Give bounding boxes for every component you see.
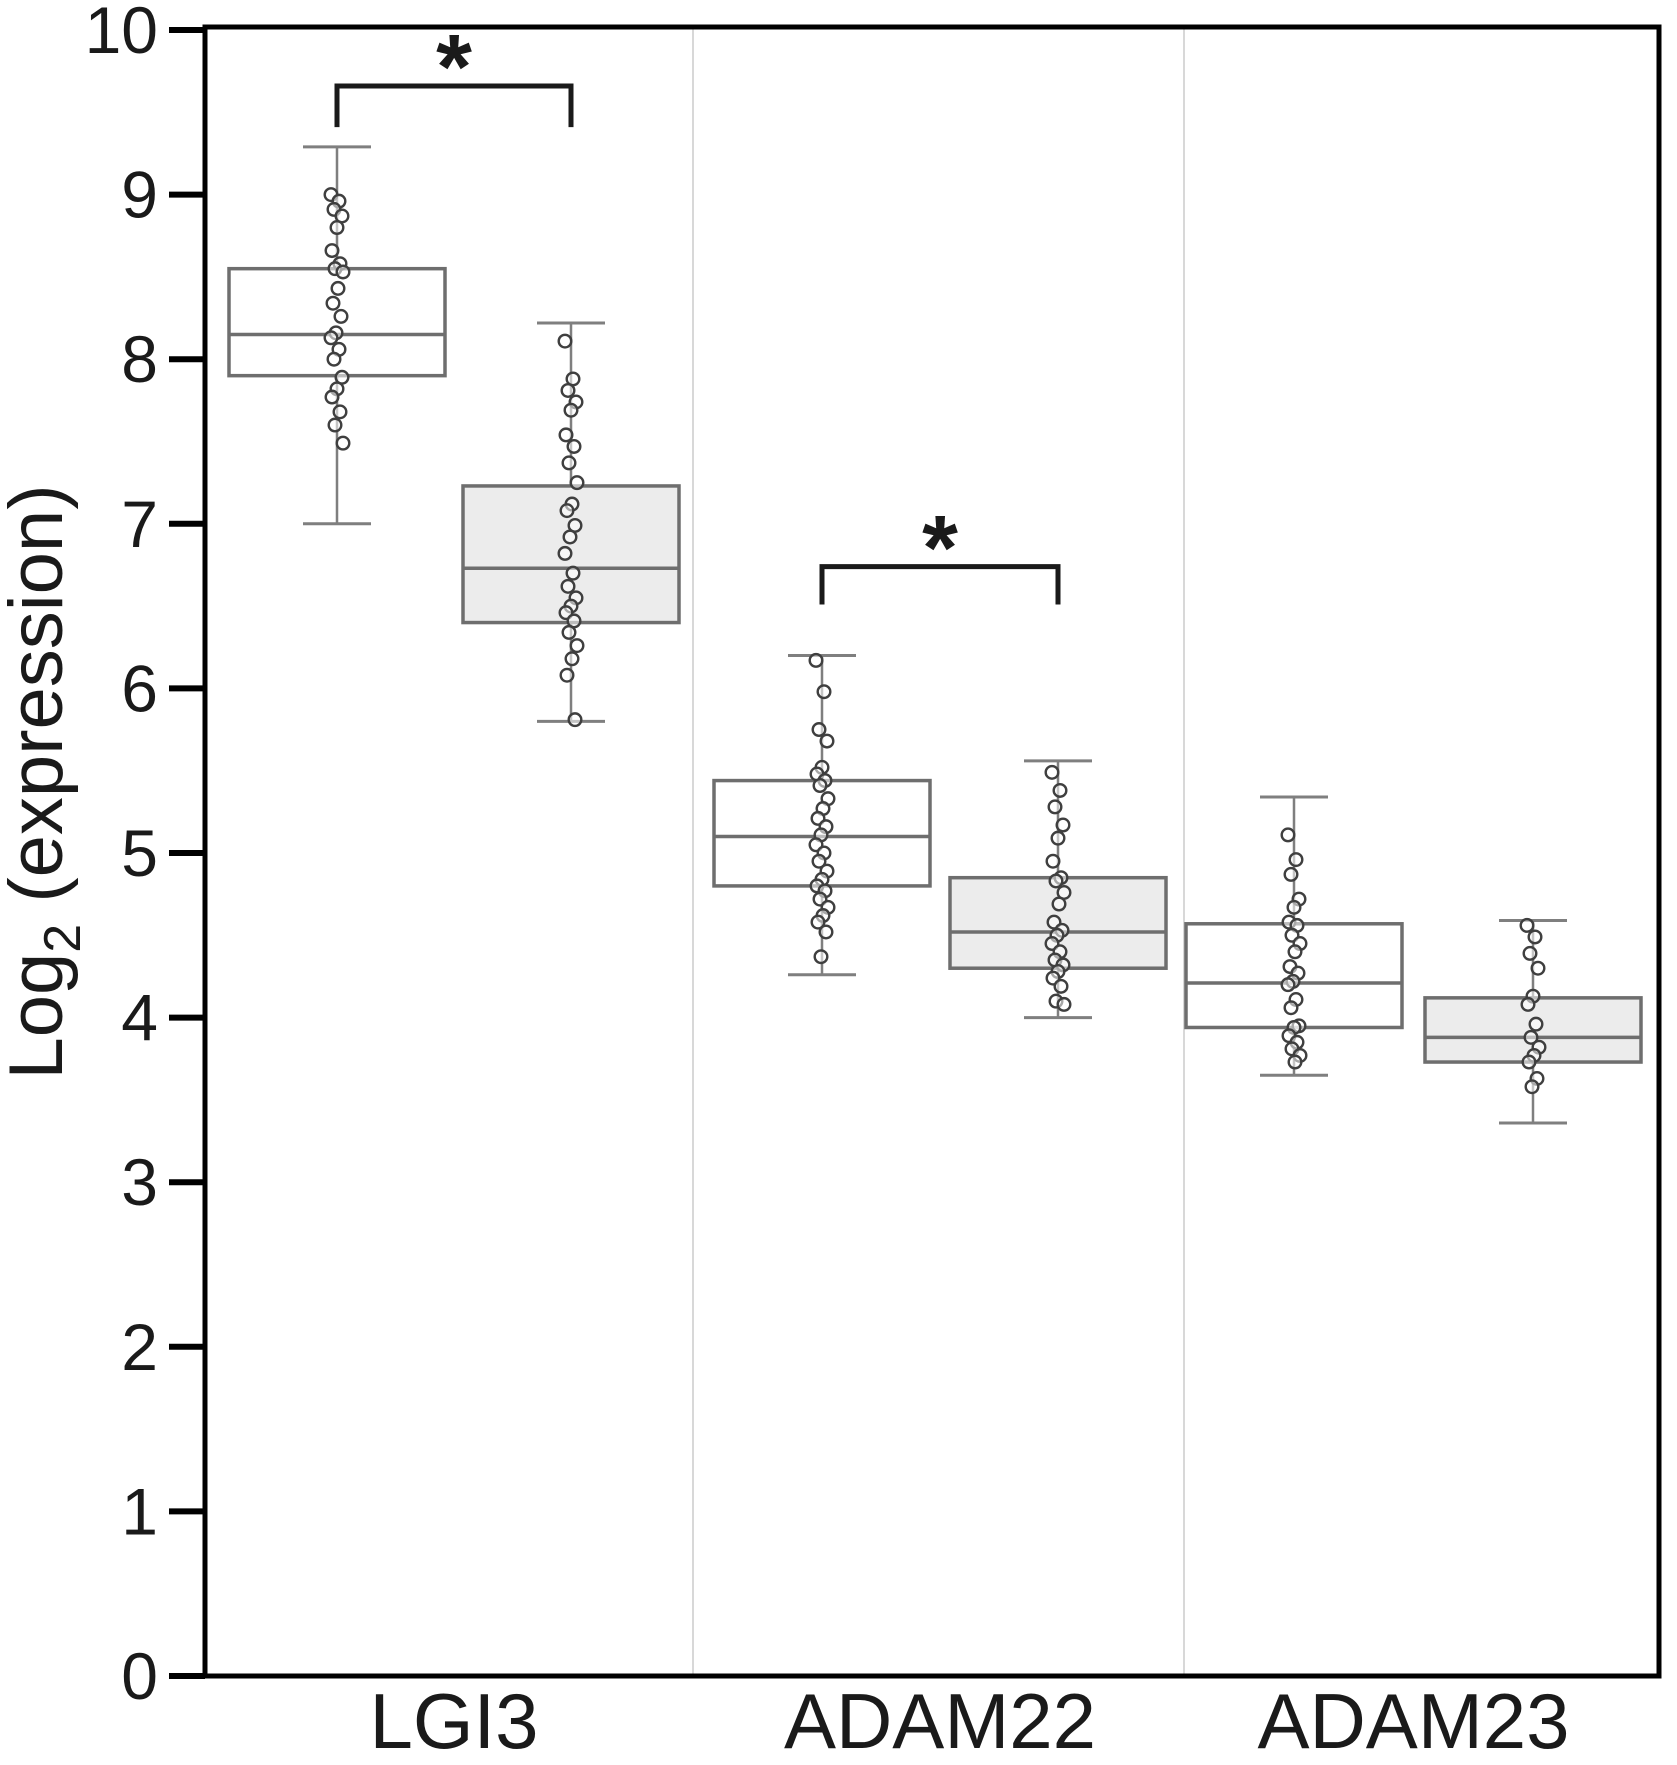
data-point-ADAM23-grey	[1530, 960, 1546, 976]
data-point-ADAM23-grey	[1519, 917, 1535, 933]
data-point-LGI3-white	[324, 243, 340, 259]
data-point-LGI3-white	[332, 404, 348, 420]
data-point-ADAM23-grey	[1521, 1054, 1537, 1070]
data-point-ADAM23-white	[1283, 866, 1299, 882]
data-point-ADAM22-grey	[1050, 830, 1066, 846]
data-point-ADAM22-white	[811, 853, 827, 869]
data-point-LGI3-grey	[569, 638, 585, 654]
data-point-ADAM23-white	[1287, 1054, 1303, 1070]
data-point-LGI3-white	[327, 417, 343, 433]
y-tick-label-8: 8	[121, 322, 158, 396]
data-point-LGI3-grey	[562, 529, 578, 545]
data-point-ADAM23-white	[1287, 944, 1303, 960]
data-point-LGI3-grey	[567, 712, 583, 728]
data-point-ADAM22-grey	[1051, 896, 1067, 912]
data-point-LGI3-grey	[565, 565, 581, 581]
data-point-LGI3-white	[330, 280, 346, 296]
data-point-ADAM22-grey	[1045, 853, 1061, 869]
data-point-LGI3-grey	[558, 427, 574, 443]
data-point-ADAM22-grey	[1052, 782, 1068, 798]
data-point-ADAM23-grey	[1527, 929, 1543, 945]
data-point-LGI3-grey	[569, 475, 585, 491]
y-tick-label-1: 1	[121, 1474, 158, 1548]
data-point-LGI3-grey	[559, 503, 575, 519]
significance-bracket-LGI3	[334, 83, 574, 128]
data-point-LGI3-white	[326, 351, 342, 367]
y-tick-label-6: 6	[121, 651, 158, 725]
data-point-LGI3-grey	[563, 402, 579, 418]
y-tick-label-4: 4	[121, 981, 158, 1055]
y-tick-label-7: 7	[121, 487, 158, 561]
data-point-ADAM23-white	[1283, 1000, 1299, 1016]
data-point-LGI3-grey	[560, 382, 576, 398]
data-point-LGI3-white	[323, 330, 339, 346]
data-point-ADAM23-grey	[1522, 945, 1538, 961]
y-tick-label-9: 9	[121, 158, 158, 232]
y-tick-label-10: 10	[85, 0, 158, 67]
data-point-ADAM22-white	[813, 949, 829, 965]
data-point-ADAM22-white	[819, 733, 835, 749]
data-point-LGI3-grey	[559, 667, 575, 683]
x-label-ADAM23: ADAM23	[1257, 1677, 1569, 1760]
y-axis-title: Log2 (expression)	[0, 485, 92, 1080]
data-point-ADAM22-grey	[1048, 873, 1064, 889]
y-tick-label-5: 5	[121, 816, 158, 890]
data-point-ADAM23-grey	[1523, 1029, 1539, 1045]
data-point-ADAM22-grey	[1053, 978, 1069, 994]
data-point-ADAM23-white	[1288, 852, 1304, 868]
data-point-ADAM22-grey	[1055, 817, 1071, 833]
data-point-LGI3-white	[325, 295, 341, 311]
data-point-LGI3-white	[335, 264, 351, 280]
y-tick-label-3: 3	[121, 1145, 158, 1219]
significance-star-LGI3: *	[436, 17, 472, 119]
y-tick-label-2: 2	[121, 1310, 158, 1384]
data-point-LGI3-white	[324, 389, 340, 405]
data-point-LGI3-white	[335, 435, 351, 451]
data-point-ADAM22-grey	[1056, 996, 1072, 1012]
data-point-ADAM22-white	[818, 924, 834, 940]
data-point-LGI3-grey	[557, 545, 573, 561]
data-point-ADAM22-white	[810, 914, 826, 930]
data-point-ADAM23-white	[1286, 899, 1302, 915]
data-point-ADAM23-grey	[1520, 996, 1536, 1012]
significance-star-ADAM22: *	[922, 497, 958, 599]
data-point-ADAM23-white	[1280, 827, 1296, 843]
data-point-LGI3-grey	[561, 624, 577, 640]
data-point-ADAM22-grey	[1044, 764, 1060, 780]
data-point-LGI3-white	[333, 308, 349, 324]
y-tick-label-0: 0	[121, 1639, 158, 1713]
data-point-LGI3-grey	[561, 455, 577, 471]
data-point-LGI3-grey	[566, 438, 582, 454]
data-point-ADAM22-white	[812, 778, 828, 794]
data-point-LGI3-white	[329, 220, 345, 236]
data-point-ADAM23-grey	[1528, 1016, 1544, 1032]
data-point-ADAM22-white	[816, 684, 832, 700]
data-point-ADAM22-grey	[1047, 799, 1063, 815]
data-point-LGI3-grey	[560, 578, 576, 594]
data-point-LGI3-grey	[557, 333, 573, 349]
data-point-LGI3-grey	[564, 651, 580, 667]
x-label-ADAM22: ADAM22	[784, 1677, 1096, 1760]
significance-bracket-ADAM22	[819, 564, 1061, 605]
data-point-ADAM22-white	[808, 652, 824, 668]
x-label-LGI3: LGI3	[369, 1677, 538, 1760]
data-point-ADAM22-white	[811, 722, 827, 738]
data-point-ADAM23-white	[1280, 977, 1296, 993]
data-point-ADAM23-grey	[1524, 1079, 1540, 1095]
